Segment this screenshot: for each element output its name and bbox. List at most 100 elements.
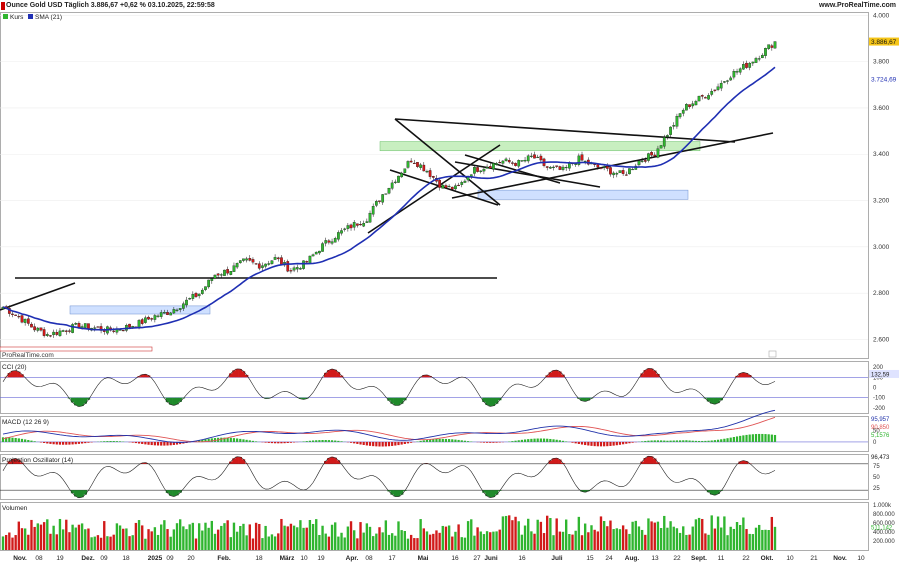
candle (738, 67, 742, 75)
candle (675, 113, 679, 129)
x-tick-label: 18 (255, 555, 263, 562)
candle (767, 44, 771, 50)
candle (685, 103, 688, 111)
y-tick-label: 2.800 (873, 290, 890, 297)
candle (371, 203, 375, 217)
candle (337, 230, 340, 242)
candle (618, 170, 622, 173)
po-tick: 25 (873, 486, 880, 492)
expand-icon[interactable] (768, 350, 777, 358)
candle (311, 253, 315, 257)
candle (166, 309, 169, 316)
candle (549, 165, 552, 169)
x-tick-label: 24 (605, 555, 613, 562)
candle (612, 171, 615, 179)
candle (356, 223, 359, 228)
candle (558, 165, 562, 171)
po-tick: 75 (873, 464, 880, 470)
last-price-label: 3.886,67 (871, 39, 897, 46)
candle (197, 293, 201, 299)
candle (441, 182, 445, 189)
x-tick-label: Juli (551, 555, 562, 562)
candle (697, 95, 701, 102)
candle (757, 55, 761, 62)
candle (245, 256, 248, 263)
x-tick-label: Sept. (691, 555, 707, 562)
candle (324, 237, 328, 247)
candle (235, 262, 239, 269)
x-tick-label: 10 (857, 555, 865, 562)
x-tick-label: 10 (786, 555, 794, 562)
candle (352, 220, 356, 231)
candle (751, 61, 755, 67)
candle (564, 165, 568, 171)
candle (295, 264, 299, 273)
candle (346, 223, 350, 232)
app-icon (1, 2, 5, 10)
candle (511, 160, 514, 166)
po-value: 96,473 (871, 455, 890, 461)
resistance-zone (379, 141, 701, 152)
price-legend: Kurs SMA (21) (3, 14, 62, 21)
candle (425, 169, 429, 174)
candle (216, 273, 220, 278)
x-tick-label: Aug. (625, 555, 640, 562)
sma-line (2, 66, 776, 331)
candle (159, 309, 163, 319)
candle (666, 134, 669, 140)
candle (615, 171, 619, 178)
x-tick-label: 16 (451, 555, 459, 562)
x-tick-label: 18 (122, 555, 130, 562)
candle (11, 310, 14, 318)
candle (229, 271, 233, 276)
trend-line (394, 118, 736, 143)
candle (406, 160, 410, 169)
cci-tick: -100 (873, 396, 886, 402)
x-tick-label: 27 (473, 555, 481, 562)
candle (704, 96, 707, 99)
candle (773, 41, 777, 49)
candle (520, 160, 524, 162)
candle (482, 167, 486, 175)
x-tick-label: Feb. (217, 555, 231, 562)
candle (327, 239, 331, 245)
x-tick-label: 08 (365, 555, 373, 562)
candle (61, 329, 65, 332)
volume-tick: 1.000k (873, 503, 892, 509)
candle (457, 182, 460, 187)
candle (153, 313, 157, 323)
volume-tick: 200.000 (873, 539, 895, 545)
candle (681, 108, 685, 117)
support-zone-2024 (69, 305, 211, 315)
x-tick-label: 17 (388, 555, 396, 562)
candle (669, 126, 672, 138)
candle (163, 309, 166, 314)
candle (242, 258, 245, 263)
candle (289, 267, 293, 274)
candle (485, 164, 489, 169)
candle (387, 187, 391, 195)
candle (26, 316, 30, 326)
x-tick-label: Juni (484, 555, 498, 562)
trend-line (394, 118, 501, 206)
candle (213, 274, 217, 280)
candle (96, 326, 100, 328)
candle (700, 94, 704, 100)
x-tick-label: 21 (810, 555, 818, 562)
candle (710, 88, 714, 97)
candle (374, 199, 378, 208)
candle (431, 175, 435, 180)
candle (488, 163, 492, 169)
candle (305, 260, 309, 263)
candle (169, 311, 173, 316)
candle (232, 262, 236, 272)
cci-tick: -200 (873, 406, 886, 412)
candle (74, 322, 78, 326)
candle (678, 113, 682, 119)
y-tick-label: 3.600 (873, 105, 890, 112)
candle (121, 329, 125, 332)
candle (194, 291, 198, 298)
x-tick-label: 19 (317, 555, 325, 562)
y-tick-label: 2.600 (873, 336, 890, 343)
